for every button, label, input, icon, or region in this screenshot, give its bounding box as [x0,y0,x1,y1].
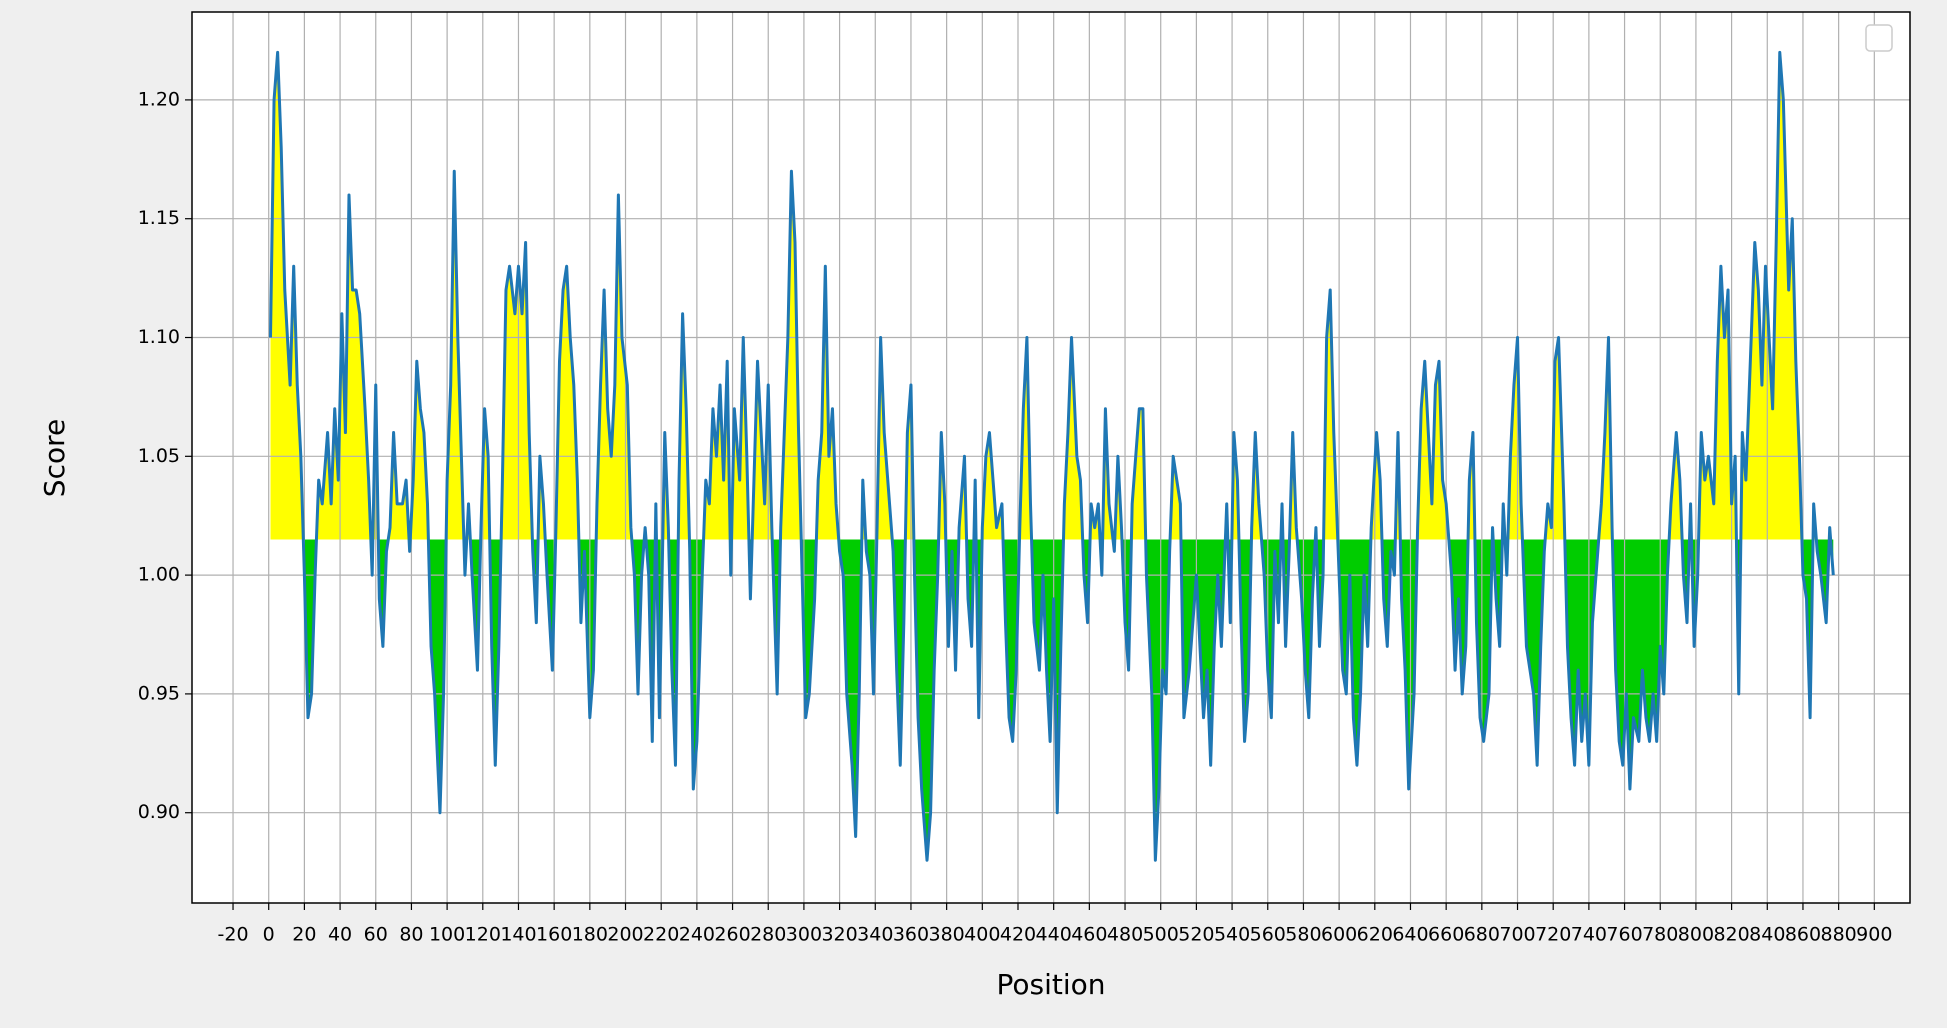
x-tick-label: 900 [1856,924,1892,946]
x-tick-label: 80 [399,924,423,946]
x-tick-label: 600 [1321,924,1357,946]
x-tick-label: 740 [1571,924,1607,946]
x-tick-label: 420 [1000,924,1036,946]
axes-frame [191,11,1911,904]
x-tick-label: 60 [364,924,388,946]
x-tick-label: 520 [1178,924,1214,946]
x-tick-label: 160 [536,924,572,946]
x-tick-label: 280 [750,924,786,946]
x-tick-label: 240 [679,924,715,946]
x-tick-label: 40 [328,924,352,946]
y-tick-label: 1.00 [138,564,180,586]
x-tick-label: 540 [1214,924,1250,946]
x-tick-label: 800 [1678,924,1714,946]
x-tick-label: 300 [786,924,822,946]
x-tick-label: 480 [1107,924,1143,946]
line [268,50,1835,862]
x-tick-label: 620 [1357,924,1393,946]
x-tick-label: 360 [893,924,929,946]
x-tick-label: 100 [429,924,465,946]
x-tick-label: 380 [929,924,965,946]
x-tick-label: 680 [1464,924,1500,946]
x-tick-label: 580 [1285,924,1321,946]
x-tick-label: 880 [1821,924,1857,946]
x-tick-label: 760 [1606,924,1642,946]
y-axis-label: Score [38,419,71,497]
y-tick-label: 0.90 [138,801,180,823]
y-tick-label: 1.15 [138,207,180,229]
y-tick-label: 0.95 [138,682,180,704]
x-tick-label: 660 [1428,924,1464,946]
x-tick-label: 260 [714,924,750,946]
y-tick-label: 1.20 [138,88,180,110]
x-tick-label: 700 [1499,924,1535,946]
x-tick-label: 140 [500,924,536,946]
x-tick-label: 0 [263,924,275,946]
x-tick-label: 780 [1642,924,1678,946]
x-tick-label: 400 [964,924,1000,946]
x-tick-label: 860 [1785,924,1821,946]
x-tick-label: 220 [643,924,679,946]
y-tick-label: 1.10 [138,326,180,348]
x-tick-label: 640 [1392,924,1428,946]
x-tick-label: 720 [1535,924,1571,946]
x-tick-label: 20 [292,924,316,946]
x-tick-label: 560 [1250,924,1286,946]
y-tick-label: 1.05 [138,445,180,467]
x-tick-label: 200 [607,924,643,946]
x-tick-label: 500 [1143,924,1179,946]
x-axis-label: Position [996,968,1105,1001]
x-tick-label: 120 [465,924,501,946]
x-tick-label: 840 [1749,924,1785,946]
x-tick-label: 320 [821,924,857,946]
x-tick-label: -20 [218,924,249,946]
x-tick-label: 440 [1036,924,1072,946]
x-tick-label: 180 [572,924,608,946]
legend-box [1865,24,1893,52]
x-tick-label: 460 [1071,924,1107,946]
x-tick-label: 820 [1713,924,1749,946]
x-tick-label: 340 [857,924,893,946]
